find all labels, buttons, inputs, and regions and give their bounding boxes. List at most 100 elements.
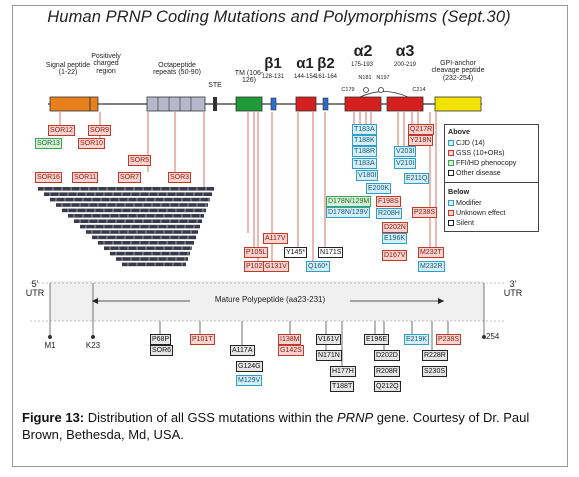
label-utr5: 5' UTR [25,279,45,299]
mutation-below-tag: H177H [330,366,356,377]
label-gpi: GPI-anchor cleavage peptide (232-254) [431,60,485,82]
mutation-above-tag: M232R [418,261,445,272]
mutation-above-tag: E211Q [404,173,430,184]
mutation-below-tag: R228R [422,350,448,361]
label-octapeptide: Octapeptide repeats (50-90) [153,62,201,77]
label-alpha1: α1 [296,55,314,72]
label-k23: K23 [85,341,101,350]
signal-peptide-box [49,96,91,112]
beta2-box [322,97,329,111]
mutation-above-tag: Y145* [284,247,308,258]
mutation-above-tag: SOR16 [35,172,62,183]
repeat-ladder-bar [38,187,214,191]
repeat-ladder-bar [92,235,196,240]
mutation-above-tag: SOR5 [128,155,152,166]
mutation-above-tag: SOR10 [78,138,105,149]
repeat-ladder-bar [50,197,210,202]
repeat-ladder-bar [110,251,190,256]
figure-caption: Figure 13: Distribution of all GSS mutat… [22,409,562,443]
mutation-above-tag: SOR9 [88,125,112,136]
mutation-below-tag: P68P [150,334,172,345]
mature-arrow-left-head [92,298,98,304]
legend-divider [445,182,538,183]
mutation-above-tag: M232T [418,247,444,258]
mutation-below-tag: R208R [374,366,400,377]
mutation-above-tag: V203I [394,146,417,157]
legend-above-title: Above [448,127,470,136]
mutation-above-tag: SOR12 [48,125,75,136]
caption-label: Figure 13: [22,410,85,425]
mutation-above-tag: SOR3 [168,172,192,183]
mutation-below-tag: A117A [230,345,255,356]
legend-cjd: CJD (14) [448,138,485,147]
repeat-ladder-bar [116,257,188,261]
repeat-ladder-bar [98,241,194,245]
repeat-insertion-ladder [38,187,214,267]
figure-title: Human PRNP Coding Mutations and Polymorp… [47,8,511,26]
mutation-above-tag: P238S [412,207,438,218]
mutation-above-tag: Q160* [306,261,330,272]
m1-marker [48,335,52,339]
mutation-below-tag: S230S [422,366,448,377]
label-alpha3-range: 200-219 [393,62,417,68]
mutation-below-tag: P238S [436,334,462,345]
mature-arrow-right-head [438,298,444,304]
legend-modifier: Modifier [448,198,482,207]
gpi-box [434,96,482,112]
label-positive-region: Positively charged region [91,53,121,75]
label-utr3: 3' UTR [503,279,523,299]
mutation-above-tag: P105L [244,247,269,258]
label-mature: Mature Polypeptide (aa23-231) [190,295,350,305]
tm-box [235,96,263,112]
label-alpha3: α3 [395,43,415,60]
k23-marker [91,335,95,339]
mutation-below-tag: G142S [278,345,304,356]
legend-other-label: Other disease [456,168,501,177]
mutation-below-tag: P101T [190,334,215,345]
label-c214: C214 [412,87,426,93]
repeat-ladder-bar [74,219,202,223]
mutation-above-tag: E196K [382,233,408,244]
legend-other: Other disease [448,168,501,177]
end-marker [482,335,486,339]
mutation-below-tag: M129V [236,375,263,386]
beta1-box [270,97,277,111]
legend-cjd-label: CJD (14) [456,138,485,147]
mutation-above-tag: SOR13 [35,138,62,149]
mutation-below-tag: D202D [374,350,400,361]
repeat-ladder-bar [44,192,212,196]
caption-text-2: gene. Courtesy of Dr. Paul Brown, Bethes… [22,410,530,442]
mutation-below-tag: G124G [236,361,263,372]
mutation-above-tag: R208H [376,208,402,219]
mutation-below-tag: Q212Q [374,381,401,392]
label-tm: TM (106-126) [234,70,264,85]
repeat-ladder-bar [68,214,204,218]
mutation-above-tag: Q217R [408,124,435,135]
label-n181: N181 [358,75,372,81]
label-beta1-range: 128-131 [262,74,285,80]
label-end: 254 [486,332,500,341]
mutation-above-tag: SOR7 [118,172,142,183]
label-ste: STE [208,82,222,89]
mutation-above-tag: T183A [352,124,377,135]
caption-text-1: Distribution of all GSS mutations within… [84,410,338,425]
mutation-above-tag: D178N/129V [326,207,371,218]
mutation-above-tag: T188R [352,146,378,157]
legend-modifier-label: Modifier [456,198,482,207]
mutation-above-tag: G131V [263,261,289,272]
mutation-above-tag: D167V [382,250,408,261]
repeat-ladder-bar [104,246,192,250]
label-beta1: β1 [264,55,282,72]
legend-silent-label: Silent [456,218,474,227]
label-signal-peptide: Signal peptide (1-22) [45,62,91,77]
alpha2-box [344,96,382,112]
label-beta2: β2 [317,55,335,72]
mutation-above-tag: A117V [263,233,288,244]
mutation-below-tag: I138M [278,334,302,345]
alpha3-box [386,96,424,112]
mutation-below-tag: N171N [316,350,342,361]
legend-ffi-label: FFI/HD phenocopy [456,158,517,167]
legend-box: Above CJD (14) GSS (10+ORs) FFI/HD pheno… [444,124,539,232]
legend-gss: GSS (10+ORs) [448,148,505,157]
legend-below-title: Below [448,187,470,196]
